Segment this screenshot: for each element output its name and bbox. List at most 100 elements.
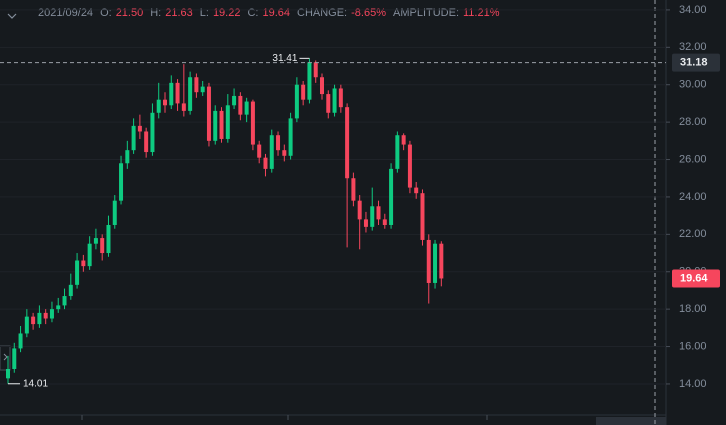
candle-body [263, 157, 268, 169]
crosshair-price-box [672, 53, 720, 72]
candle-body [288, 118, 293, 156]
scroll-left-button[interactable] [0, 345, 11, 371]
candle-body [188, 77, 193, 111]
candle-body [301, 84, 306, 100]
max-label: 31.41 [272, 53, 297, 64]
candle-body [181, 103, 186, 111]
candle-body [75, 260, 80, 285]
y-tick-label: 22.00 [679, 228, 707, 240]
header-label: C: [247, 7, 258, 19]
candle-body [6, 368, 10, 379]
candle-body [439, 243, 444, 279]
candle-body [56, 305, 61, 310]
y-tick-label: 14.00 [679, 378, 707, 390]
candle-body [244, 101, 249, 115]
y-tick-label: 32.00 [679, 41, 707, 53]
candle-body [213, 110, 218, 141]
candle-body [345, 107, 350, 179]
candle-body [370, 206, 375, 227]
y-tick-label: 24.00 [679, 191, 707, 203]
candle-body [81, 260, 86, 267]
candle-body [119, 163, 124, 201]
candle-body [232, 95, 237, 106]
candle-body [269, 135, 274, 169]
header-label: L: [200, 7, 209, 19]
candle-body [414, 187, 419, 194]
y-tick-label: 26.00 [679, 153, 707, 165]
candle-body [389, 168, 394, 225]
header-label: O: [100, 7, 112, 19]
y-tick-label: 28.00 [679, 116, 707, 128]
header-value: -8.65% [351, 7, 386, 19]
candle-body [87, 243, 92, 267]
candle-body [144, 131, 149, 153]
candle-body [426, 239, 431, 283]
candle-body [43, 312, 48, 319]
last-price-box [672, 269, 720, 288]
scroll-left-icon [3, 353, 8, 361]
crosshair-price-label: 31.18 [680, 57, 708, 69]
header-value: 19.22 [213, 7, 241, 19]
candle-body [206, 86, 211, 141]
candle-body [407, 144, 412, 188]
header-label: H: [150, 7, 161, 19]
y-tick-label: 18.00 [679, 303, 707, 315]
candle-body [62, 296, 67, 306]
candle-body [18, 333, 23, 349]
last-price-label: 19.64 [680, 272, 708, 284]
min-label: 14.01 [23, 378, 48, 389]
candle-body [169, 82, 174, 106]
candle-body [338, 88, 343, 108]
candle-body [194, 77, 199, 93]
candle-body [376, 206, 381, 220]
candle-body [395, 135, 400, 169]
candle-body [106, 224, 111, 254]
candle-body [24, 316, 29, 334]
candle-body [238, 95, 243, 115]
candle-body [137, 125, 142, 132]
y-tick-label: 16.00 [679, 340, 707, 352]
candle-body [294, 84, 299, 119]
candle-body [326, 94, 331, 113]
header-date: 2021/09/24 [38, 7, 93, 19]
candle-body [163, 99, 167, 106]
candle-body [433, 243, 438, 283]
candle-body [100, 238, 105, 254]
candle-body [307, 62, 312, 100]
candle-body [351, 178, 356, 201]
scrollbar[interactable] [596, 417, 666, 425]
header-value: 21.50 [116, 7, 144, 19]
candle-body [357, 200, 362, 220]
candle-body [93, 238, 98, 244]
candle-body [37, 312, 42, 325]
collapse-icon[interactable] [7, 13, 17, 19]
candle-body [200, 86, 205, 93]
candle-body [257, 144, 262, 158]
header: 2021/09/24 O: 21.50 H: 21.63 L: 19.22 C: 19.64 CH… [38, 7, 500, 19]
header-value: 11.21% [463, 7, 500, 19]
candle-body [420, 193, 425, 240]
candle-body [276, 135, 281, 151]
candle-body [250, 101, 255, 145]
header-label: AMPLITUDE: [393, 7, 459, 19]
candle-body [332, 88, 337, 113]
candle-body [150, 112, 155, 153]
candle-body [49, 309, 54, 319]
candle-body [125, 150, 130, 164]
header-value: 19.64 [262, 7, 290, 19]
candle-body [156, 99, 161, 113]
candle-body [175, 82, 180, 104]
y-tick-label: 30.00 [679, 79, 707, 91]
header-label: CHANGE: [297, 7, 347, 19]
candle-body [225, 105, 230, 139]
candle-body [401, 135, 406, 145]
candle-body [363, 219, 368, 227]
candle-body [68, 284, 73, 297]
candle-body [320, 77, 324, 95]
candle-body [131, 125, 136, 151]
candle-body [313, 62, 318, 78]
y-tick-label: 34.00 [679, 4, 707, 16]
